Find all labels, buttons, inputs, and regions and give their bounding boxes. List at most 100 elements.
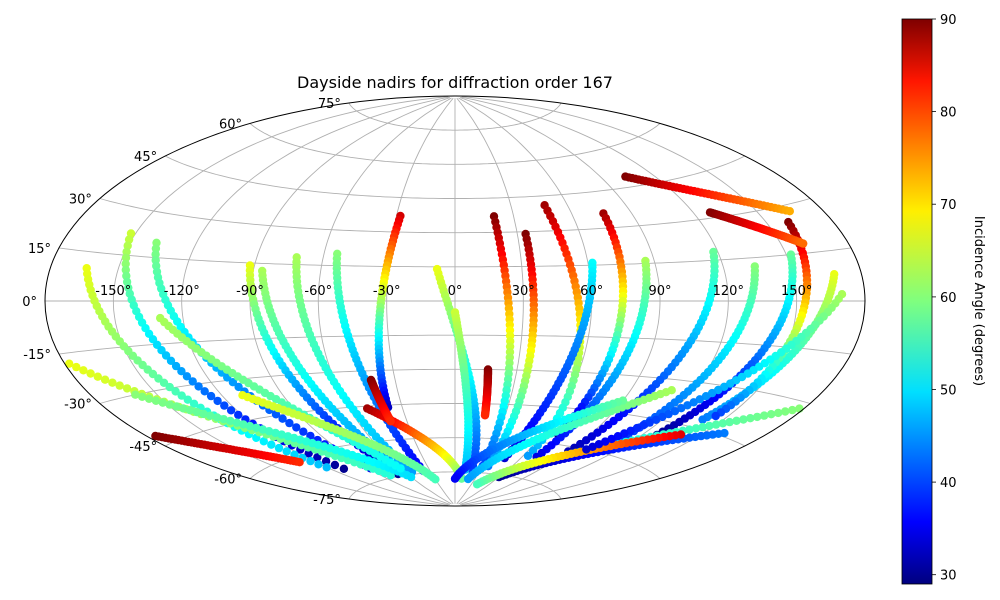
lat-tick-label: 60° [219, 118, 242, 133]
lat-tick-label: 0° [22, 295, 37, 310]
lat-tick-label: -75° [313, 493, 341, 508]
nadir-point [151, 250, 160, 259]
longitude-tick-labels: -150° -120° -90° -60° -30° 0° 30° 60° 90° 120° 150… [95, 284, 812, 299]
colorbar-tick-label: 90 [940, 13, 957, 28]
colorbar-gradient [901, 18, 933, 585]
lat-tick-label: -45° [129, 440, 157, 455]
lon-tick-label: -150° [95, 284, 131, 299]
nadir-point [72, 362, 81, 372]
colorbar-tick-label: 50 [940, 384, 957, 399]
nadir-point [115, 381, 124, 390]
nadir-point [330, 460, 340, 470]
nadir-point [306, 456, 315, 466]
nadir-point [65, 359, 74, 368]
nadir-point [613, 432, 623, 441]
nadir-point [282, 447, 291, 456]
nadir-point [100, 375, 110, 384]
nadir-point [607, 434, 616, 444]
nadir-point [523, 451, 533, 460]
nadir-point [277, 430, 286, 439]
nadir-point [645, 418, 654, 427]
nadir-point [677, 404, 686, 413]
nadir-point [689, 398, 698, 407]
nadir-point [108, 378, 117, 387]
nadir-point [528, 446, 538, 455]
lon-tick-label: -30° [373, 284, 401, 299]
nadir-point [232, 418, 242, 427]
nadir-point [220, 401, 229, 410]
colorbar-label: Incidence Angle (degrees) [971, 216, 986, 386]
nadir-point [188, 377, 197, 386]
nadir-point [171, 387, 180, 396]
nadir-point [219, 415, 228, 424]
map-outline [44, 95, 866, 507]
nadir-point [651, 415, 661, 424]
colorbar-ticks: 30 40 50 60 70 80 90 [932, 13, 957, 584]
chart-title: Dayside nadirs for diffraction order 167 [297, 73, 613, 92]
colorbar-tick-label: 80 [940, 106, 957, 121]
nadir-point [234, 410, 243, 420]
lat-tick-label: 45° [134, 150, 157, 165]
nadir-point [330, 451, 340, 461]
nadir-point [234, 382, 243, 392]
nadir-point [79, 366, 88, 375]
lat-tick-label: 30° [69, 193, 92, 208]
nadir-point [746, 414, 755, 423]
latitude-tick-labels: -75° -60° -45° -30° -15° 0° 15° 30° 45° 60° 75° [22, 97, 341, 508]
nadir-point [472, 480, 482, 489]
nadir-point [698, 422, 707, 432]
lon-tick-label: -120° [164, 284, 200, 299]
nadir-point [278, 414, 287, 423]
nadir-point [138, 392, 147, 401]
nadir-point [632, 423, 642, 433]
nadir-point [245, 421, 255, 431]
nadir-point [144, 394, 154, 403]
nadir-point [182, 372, 192, 381]
nadir-point [206, 391, 216, 401]
nadir-point [86, 369, 95, 378]
parallel-line [249, 123, 661, 165]
lat-tick-label: 15° [28, 242, 51, 257]
nadir-point [258, 425, 267, 434]
nadir-point [658, 412, 667, 422]
nadir-point [299, 427, 308, 436]
nadir-point [292, 423, 301, 432]
nadir-point [685, 425, 694, 434]
nadir-point [166, 356, 176, 365]
nadir-point [799, 239, 808, 248]
nadir-point [795, 404, 804, 413]
nadir-point [295, 458, 304, 467]
nadir-point [450, 474, 460, 483]
nadir-point [725, 417, 734, 427]
nadir-point [285, 418, 294, 428]
scatter-tracks [65, 172, 847, 489]
nadir-point [264, 427, 274, 436]
colorbar: 30 40 50 60 70 80 90 Incidence Angle (degrees) [901, 13, 986, 585]
lon-tick-label: -60° [304, 284, 332, 299]
nadir-point [121, 265, 130, 275]
nadir-point [594, 440, 604, 449]
nadir-point [718, 419, 727, 428]
parallel-line [99, 198, 811, 234]
nadir-point [753, 412, 762, 422]
nadir-point [664, 409, 673, 419]
nadir-point [161, 351, 171, 360]
nadir-point [322, 463, 331, 472]
nadir-point [313, 453, 322, 462]
nadir-point [582, 445, 591, 454]
nadir-point [274, 443, 284, 453]
colorbar-tick-label: 60 [940, 291, 957, 306]
nadir-point [463, 474, 473, 484]
lon-tick-label: 0° [448, 284, 463, 299]
nadir-point [122, 384, 132, 393]
nadir-point [206, 411, 215, 420]
colorbar-tick-label: 40 [940, 476, 957, 491]
nadir-point [701, 392, 711, 401]
nadir-point [131, 390, 140, 399]
nadir-point [339, 464, 349, 473]
nadir-point [386, 417, 395, 426]
nadir-point [626, 426, 635, 435]
nadir-point [165, 382, 174, 392]
nadir-point [159, 378, 169, 387]
nadir-point [158, 398, 167, 407]
